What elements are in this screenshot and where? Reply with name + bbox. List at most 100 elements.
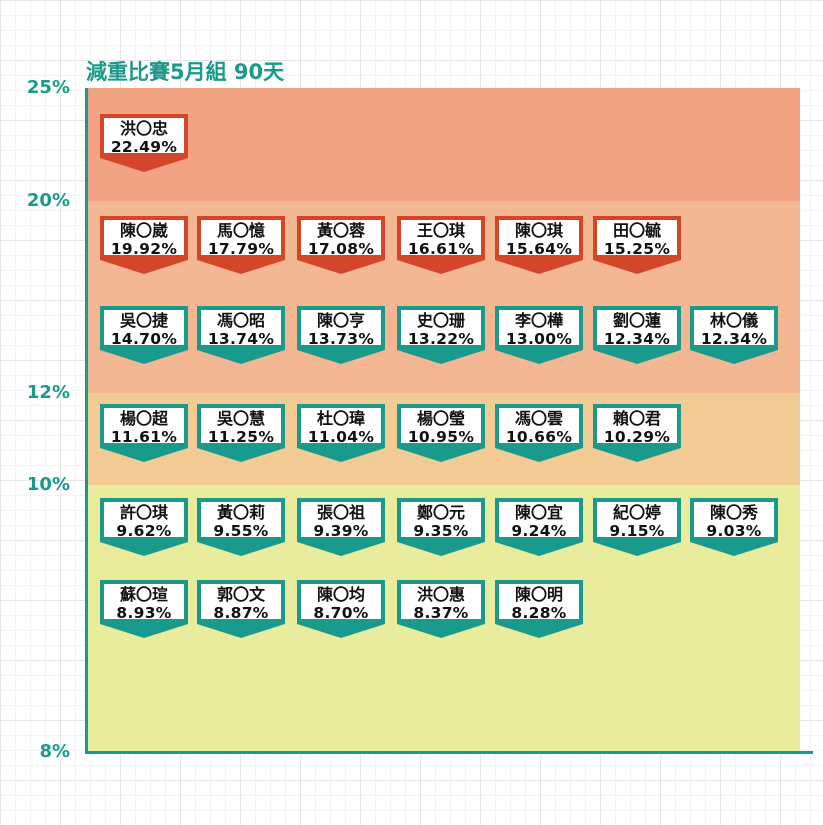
tag-pointer xyxy=(197,542,285,556)
participant-tag: 黃〇莉 9.55% xyxy=(197,498,285,556)
participant-name: 陳〇亨 xyxy=(316,311,365,330)
participant-tag: 史〇珊 13.22% xyxy=(397,306,485,364)
participant-name: 許〇琪 xyxy=(119,503,168,522)
participant-percent: 8.37% xyxy=(413,604,469,622)
tag-pointer xyxy=(197,350,285,364)
tag-pointer xyxy=(197,448,285,462)
tag-pointer xyxy=(397,260,485,274)
tag-pointer xyxy=(197,260,285,274)
participant-name: 馬〇憶 xyxy=(216,221,265,240)
participant-percent: 12.34% xyxy=(603,330,671,348)
tag-pointer xyxy=(397,448,485,462)
participant-tag: 郭〇文 8.87% xyxy=(197,580,285,638)
participant-name: 黃〇莉 xyxy=(216,503,265,522)
tag-pointer xyxy=(593,260,681,274)
participant-percent: 13.00% xyxy=(505,330,573,348)
tag-box: 陳〇均 8.70% xyxy=(297,580,385,624)
participant-tag: 楊〇超 11.61% xyxy=(100,404,188,462)
tag-box: 賴〇君 10.29% xyxy=(593,404,681,448)
participant-name: 黃〇蓉 xyxy=(316,221,365,240)
tag-box: 劉〇蓮 12.34% xyxy=(593,306,681,350)
tag-box: 鄭〇元 9.35% xyxy=(397,498,485,542)
participant-percent: 13.22% xyxy=(407,330,475,348)
participant-name: 張〇祖 xyxy=(316,503,365,522)
tag-box: 陳〇亨 13.73% xyxy=(297,306,385,350)
tag-box: 王〇琪 16.61% xyxy=(397,216,485,260)
participant-percent: 10.29% xyxy=(603,428,671,446)
y-tick-label: 25% xyxy=(26,77,70,98)
tag-box: 陳〇秀 9.03% xyxy=(690,498,778,542)
participant-percent: 8.93% xyxy=(116,604,172,622)
participant-tag: 劉〇蓮 12.34% xyxy=(593,306,681,364)
tag-box: 馮〇昭 13.74% xyxy=(197,306,285,350)
participant-tag: 楊〇瑩 10.95% xyxy=(397,404,485,462)
participant-tag: 蘇〇瑄 8.93% xyxy=(100,580,188,638)
participant-name: 馮〇昭 xyxy=(216,311,265,330)
participant-percent: 15.64% xyxy=(505,240,573,258)
tag-box: 洪〇忠 22.49% xyxy=(100,114,188,158)
participant-tag: 許〇琪 9.62% xyxy=(100,498,188,556)
tag-box: 陳〇宜 9.24% xyxy=(495,498,583,542)
tag-pointer xyxy=(100,158,188,172)
tag-pointer xyxy=(495,542,583,556)
participant-tag: 杜〇瑋 11.04% xyxy=(297,404,385,462)
tag-pointer xyxy=(593,542,681,556)
participant-tag: 田〇毓 15.25% xyxy=(593,216,681,274)
participant-name: 史〇珊 xyxy=(416,311,465,330)
x-axis-line xyxy=(85,751,813,754)
participant-percent: 14.70% xyxy=(110,330,178,348)
participant-name: 鄭〇元 xyxy=(416,503,465,522)
tag-box: 黃〇蓉 17.08% xyxy=(297,216,385,260)
tag-pointer xyxy=(593,448,681,462)
participant-tag: 洪〇惠 8.37% xyxy=(397,580,485,638)
participant-name: 郭〇文 xyxy=(216,585,265,604)
participant-name: 楊〇瑩 xyxy=(416,409,465,428)
tag-pointer xyxy=(593,350,681,364)
participant-percent: 9.35% xyxy=(413,522,469,540)
participant-tag: 吳〇捷 14.70% xyxy=(100,306,188,364)
tag-pointer xyxy=(297,260,385,274)
participant-tag: 李〇樺 13.00% xyxy=(495,306,583,364)
tag-box: 洪〇惠 8.37% xyxy=(397,580,485,624)
tag-box: 黃〇莉 9.55% xyxy=(197,498,285,542)
participant-percent: 10.95% xyxy=(407,428,475,446)
tag-box: 張〇祖 9.39% xyxy=(297,498,385,542)
participant-percent: 17.79% xyxy=(207,240,275,258)
participant-name: 賴〇君 xyxy=(612,409,661,428)
participant-tag: 王〇琪 16.61% xyxy=(397,216,485,274)
participant-name: 陳〇明 xyxy=(514,585,563,604)
participant-name: 陳〇宜 xyxy=(514,503,563,522)
tag-pointer xyxy=(100,542,188,556)
participant-name: 陳〇均 xyxy=(316,585,365,604)
y-tick-label: 8% xyxy=(39,741,70,762)
participant-name: 蘇〇瑄 xyxy=(119,585,168,604)
tag-box: 郭〇文 8.87% xyxy=(197,580,285,624)
participant-percent: 22.49% xyxy=(110,138,178,156)
participant-tag: 紀〇婷 9.15% xyxy=(593,498,681,556)
tag-box: 楊〇瑩 10.95% xyxy=(397,404,485,448)
tag-box: 蘇〇瑄 8.93% xyxy=(100,580,188,624)
tag-pointer xyxy=(495,260,583,274)
participant-percent: 8.70% xyxy=(313,604,369,622)
y-tick-label: 10% xyxy=(26,474,70,495)
tag-box: 杜〇瑋 11.04% xyxy=(297,404,385,448)
participant-tag: 馮〇昭 13.74% xyxy=(197,306,285,364)
tag-box: 馬〇憶 17.79% xyxy=(197,216,285,260)
y-axis-line xyxy=(85,88,88,753)
participant-tag: 洪〇忠 22.49% xyxy=(100,114,188,172)
tag-pointer xyxy=(297,350,385,364)
participant-tag: 賴〇君 10.29% xyxy=(593,404,681,462)
participant-name: 紀〇婷 xyxy=(612,503,661,522)
participant-tag: 陳〇宜 9.24% xyxy=(495,498,583,556)
tag-pointer xyxy=(197,624,285,638)
participant-tag: 林〇儀 12.34% xyxy=(690,306,778,364)
participant-name: 田〇毓 xyxy=(612,221,661,240)
participant-percent: 13.74% xyxy=(207,330,275,348)
participant-tag: 陳〇明 8.28% xyxy=(495,580,583,638)
participant-percent: 13.73% xyxy=(307,330,375,348)
tag-pointer xyxy=(100,260,188,274)
participant-tag: 陳〇亨 13.73% xyxy=(297,306,385,364)
tag-box: 李〇樺 13.00% xyxy=(495,306,583,350)
participant-tag: 陳〇崴 19.92% xyxy=(100,216,188,274)
